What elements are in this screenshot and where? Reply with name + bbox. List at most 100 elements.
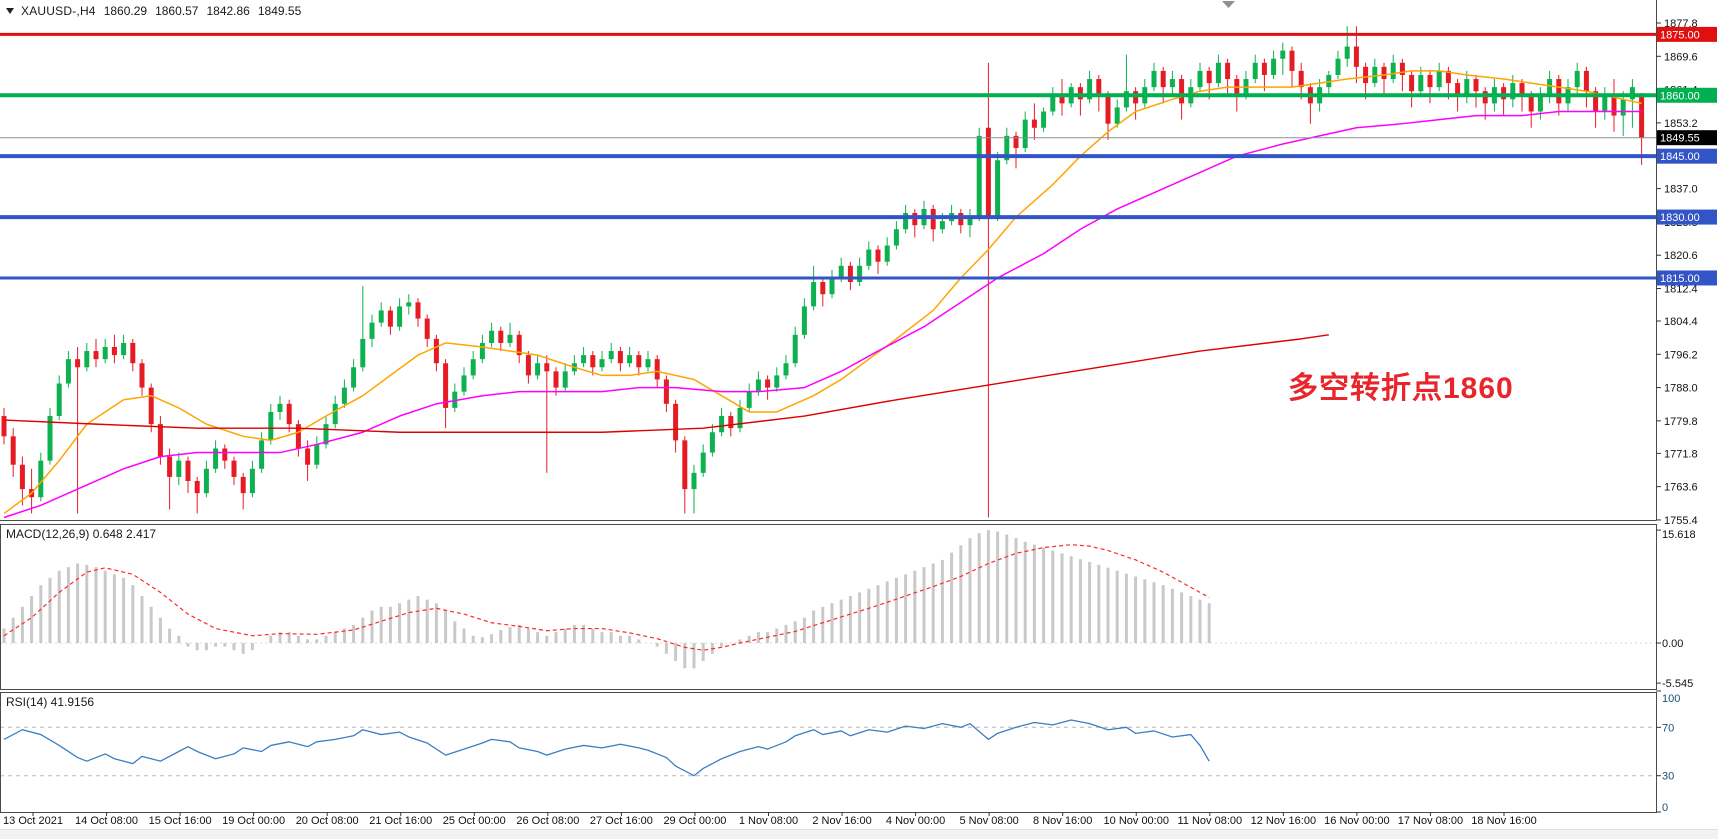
time-axis-label: 10 Nov 00:00 [1104,815,1169,827]
time-axis-label: 5 Nov 08:00 [959,815,1018,827]
candle [921,200,927,230]
candle [406,294,412,315]
price-axis-label: 1804.4 [1664,316,1698,328]
rsi-axis-label: 100 [1662,693,1680,705]
candle [1335,50,1341,80]
candle [967,208,973,238]
candle [1547,70,1553,104]
candle [369,314,375,347]
candle [1399,58,1405,92]
candle [231,456,237,486]
scroll-position-marker[interactable] [1222,1,1235,8]
candle [433,334,439,372]
candle [1537,87,1543,120]
candle [1041,107,1047,132]
price-badge: 1845.00 [1657,148,1717,164]
price-axis-label: 1869.6 [1664,51,1698,63]
candle [746,383,752,412]
macd-axis-label: 15.618 [1662,529,1696,541]
candle [176,452,182,486]
candle [1381,62,1387,96]
candle [1482,87,1488,120]
candle [1390,54,1396,84]
symbol-timeframe: XAUUSD-,H4 [21,4,96,18]
candle [360,286,366,372]
annotation-text[interactable]: 多空转折点1860 [1288,372,1514,405]
time-axis-label: 4 Nov 00:00 [886,815,945,827]
candle [1344,26,1350,67]
time-axis-label: 14 Oct 08:00 [75,815,138,827]
time-axis-label: 18 Nov 16:00 [1471,815,1536,827]
price-badge: 1815.00 [1657,270,1717,286]
candle [995,152,1001,222]
candle [1409,70,1415,108]
macd-axis-label: -5.545 [1662,678,1693,690]
candle [737,399,743,433]
candle [1528,91,1534,128]
time-axis[interactable] [0,813,1656,829]
quote-open: 1860.29 [103,4,148,18]
candle [222,444,228,469]
price-axis-label: 1779.8 [1664,416,1698,428]
time-axis-label: 11 Nov 08:00 [1177,815,1242,827]
candle [1151,62,1157,92]
candle [93,338,99,368]
candle [1280,42,1286,75]
candle [47,407,53,465]
svg-text:1815.00: 1815.00 [1660,273,1700,285]
svg-text:1845.00: 1845.00 [1660,151,1700,163]
candle [167,448,173,510]
candle [1004,127,1010,165]
candle [709,424,715,457]
candle [498,326,504,352]
candle [801,298,807,339]
candle [544,355,550,473]
candle [75,346,81,514]
candle [332,395,338,429]
time-axis-label: 12 Nov 16:00 [1251,815,1316,827]
candle [866,241,872,270]
candle [829,269,835,299]
candle [1114,99,1120,128]
price-axis-label: 1812.4 [1664,284,1698,296]
ma-line-slow [3,334,1329,433]
candle [213,440,219,473]
svg-text:1830.00: 1830.00 [1660,212,1700,224]
candle [958,208,964,234]
candle [645,351,651,372]
candle [1427,70,1433,104]
candle [1031,103,1037,140]
candle [1087,70,1093,104]
candle [314,436,320,469]
svg-text:1875.00: 1875.00 [1660,29,1700,41]
svg-text:1849.55: 1849.55 [1660,133,1700,145]
candle [38,452,44,502]
candle [489,322,495,347]
candle [691,464,697,514]
candle [286,399,292,433]
candle [663,375,669,412]
candle [1215,54,1221,88]
candle [1169,70,1175,96]
candle [525,351,531,384]
candle [783,355,789,380]
price-axis-label: 1771.8 [1664,448,1698,460]
candle [1307,83,1313,124]
price-axis[interactable] [1656,0,1718,812]
symbol-dropdown-icon[interactable] [6,8,14,14]
candle [1436,62,1442,92]
candle [1620,91,1626,136]
candle [397,298,403,331]
candle [470,351,476,380]
time-axis-label: 13 Oct 2021 [3,815,63,827]
candle [857,257,863,287]
rsi-axis-label: 0 [1662,802,1668,814]
time-axis-label: 27 Oct 16:00 [590,815,653,827]
quote-low: 1842.86 [206,4,250,18]
candle [1611,79,1617,132]
price-axis-label: 1763.6 [1664,482,1698,494]
candle [1197,62,1203,92]
time-axis-label: 17 Nov 08:00 [1398,815,1463,827]
